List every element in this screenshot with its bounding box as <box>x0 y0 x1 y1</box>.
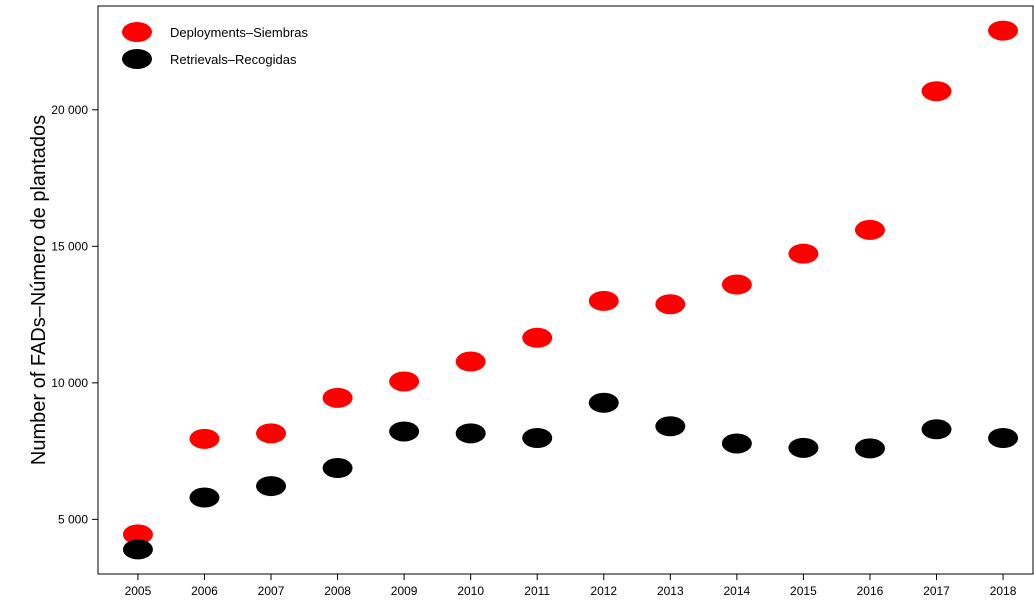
data-point-deployments-2009 <box>389 371 420 392</box>
y-tick-label: 20 000 <box>51 103 88 117</box>
x-tick-label: 2018 <box>990 584 1017 598</box>
data-point-deployments-2011 <box>522 327 553 348</box>
data-point-retrievals-2006 <box>189 487 220 508</box>
data-point-retrievals-2007 <box>256 476 287 497</box>
y-axis: 5 000 10 000 15 000 20 000 <box>51 103 98 526</box>
data-point-retrievals-2013 <box>655 416 686 437</box>
y-axis-label: Number of FADs–Número de plantados <box>28 115 50 465</box>
x-tick-label: 2017 <box>923 584 950 598</box>
data-point-deployments-2005 <box>122 524 153 545</box>
y-tick-label: 5 000 <box>58 512 88 526</box>
data-point-retrievals-2014 <box>721 433 752 454</box>
data-point-deployments-2007 <box>256 423 287 444</box>
data-point-deployments-2013 <box>655 294 686 315</box>
data-point-retrievals-2012 <box>588 392 619 413</box>
data-point-retrievals-2018 <box>988 428 1019 449</box>
x-tick-label: 2014 <box>724 584 751 598</box>
x-tick-label: 2016 <box>857 584 884 598</box>
plot-frame <box>97 5 1034 575</box>
data-point-retrievals-2009 <box>389 421 420 442</box>
x-tick-label: 2013 <box>657 584 684 598</box>
x-tick-label: 2012 <box>590 584 617 598</box>
data-point-retrievals-2016 <box>854 438 885 459</box>
data-point-deployments-2008 <box>322 387 353 408</box>
x-tick-label: 2008 <box>324 584 351 598</box>
x-tick-label: 2010 <box>457 584 484 598</box>
data-point-deployments-2017 <box>921 81 952 102</box>
legend-label-deployments: Deployments–Siembras <box>170 25 309 40</box>
x-tick-label: 2005 <box>125 584 152 598</box>
series-deployments <box>122 20 1019 545</box>
data-point-deployments-2016 <box>854 219 885 240</box>
data-point-retrievals-2015 <box>788 437 819 458</box>
x-tick-label: 2011 <box>524 584 550 598</box>
legend-marker-retrievals <box>122 49 152 69</box>
data-point-deployments-2018 <box>988 20 1019 41</box>
data-point-retrievals-2008 <box>322 458 353 479</box>
data-point-deployments-2014 <box>721 274 752 295</box>
data-point-retrievals-2011 <box>522 428 553 449</box>
legend: Deployments–Siembras Retrievals–Recogida… <box>122 22 309 69</box>
x-axis: 2005 2006 2007 2008 2009 2010 2011 2012 2013 2014… <box>125 574 1017 598</box>
data-point-deployments-2015 <box>788 243 819 264</box>
data-point-deployments-2006 <box>189 428 220 449</box>
data-point-retrievals-2017 <box>921 419 952 440</box>
x-tick-label: 2009 <box>391 584 418 598</box>
x-tick-label: 2006 <box>191 584 218 598</box>
data-point-retrievals-2010 <box>455 423 486 444</box>
x-tick-label: 2007 <box>258 584 285 598</box>
data-point-deployments-2010 <box>455 351 486 372</box>
legend-marker-deployments <box>122 22 152 42</box>
y-tick-label: 10 000 <box>51 376 88 390</box>
x-tick-label: 2015 <box>790 584 817 598</box>
y-tick-label: 15 000 <box>51 239 88 253</box>
series-retrievals <box>122 392 1019 560</box>
data-point-retrievals-2005 <box>122 539 153 560</box>
legend-label-retrievals: Retrievals–Recogidas <box>170 52 297 67</box>
data-point-deployments-2012 <box>588 290 619 311</box>
series-layer <box>122 20 1019 560</box>
